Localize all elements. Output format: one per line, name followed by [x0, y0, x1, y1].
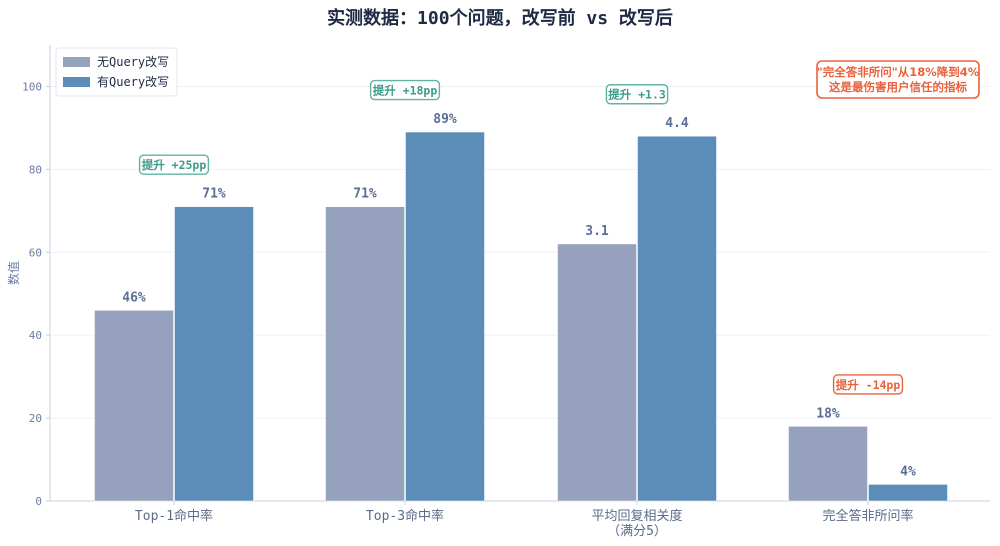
value-label: 71%	[353, 187, 377, 202]
bar	[868, 484, 948, 502]
bar	[557, 243, 637, 502]
bar	[637, 135, 717, 502]
value-label: 18%	[816, 406, 840, 421]
y-axis-label: 数值	[6, 261, 21, 285]
bar	[94, 310, 174, 502]
note-box: "完全答非所问"从18%降到4%这是最伤害用户信任的指标	[816, 60, 980, 99]
category-label: Top-1命中率	[135, 508, 213, 524]
value-label: 4.4	[665, 116, 689, 131]
bar	[405, 131, 485, 502]
annotation-badge: 提升 +25pp	[138, 154, 210, 175]
annotations: 提升 +25pp 提升 +18pp 提升 +1.3 提升 -14pp	[138, 79, 904, 395]
legend-label: 有Query改写	[97, 75, 169, 89]
bar	[174, 206, 254, 502]
annotation-text: 提升 +1.3	[608, 88, 666, 102]
bar	[788, 426, 868, 502]
bars	[94, 131, 948, 502]
legend-swatch	[63, 77, 90, 87]
y-tick-label: 80	[29, 163, 42, 176]
value-label: 71%	[202, 187, 226, 202]
value-label: 46%	[122, 290, 146, 305]
annotation-box	[832, 374, 904, 395]
chart-title: 实测数据：100个问题，改写前 vs 改写后	[327, 7, 673, 29]
value-label: 89%	[433, 112, 457, 127]
category-labels: Top-1命中率 Top-3命中率 平均回复相关度（满分5） 完全答非所问率	[135, 508, 914, 539]
y-tick-label: 40	[29, 329, 42, 342]
note-line: "完全答非所问"从18%降到4%	[817, 65, 980, 79]
category-label: Top-3命中率	[366, 508, 444, 524]
y-tick-label: 20	[29, 412, 42, 425]
annotation-text: 提升 +18pp	[373, 84, 438, 98]
value-labels: 46% 71% 71% 89% 3.1 4.4 18% 4%	[122, 112, 916, 479]
category-label: （满分5）	[607, 524, 667, 539]
category-label: 完全答非所问率	[822, 508, 913, 524]
value-label: 3.1	[585, 224, 609, 239]
annotation-box	[138, 154, 210, 175]
y-tick-label: 0	[35, 495, 42, 508]
legend-swatch	[63, 57, 90, 67]
value-label: 4%	[900, 464, 916, 479]
note-frame	[816, 60, 980, 99]
annotation-text: 提升 +25pp	[142, 158, 207, 172]
y-tick-label: 60	[29, 246, 42, 259]
y-tick-label: 100	[22, 80, 42, 93]
note-line: 这是最伤害用户信任的指标	[829, 80, 967, 94]
bar	[325, 206, 405, 502]
annotation-box	[605, 84, 669, 105]
annotation-box	[369, 79, 441, 101]
annotation-badge: 提升 +18pp	[369, 79, 441, 101]
annotation-badge: 提升 +1.3	[605, 84, 669, 105]
annotation-text: 提升 -14pp	[836, 378, 901, 392]
category-label: 平均回复相关度	[591, 508, 682, 524]
annotation-badge: 提升 -14pp	[832, 374, 904, 395]
legend-label: 无Query改写	[97, 55, 169, 69]
